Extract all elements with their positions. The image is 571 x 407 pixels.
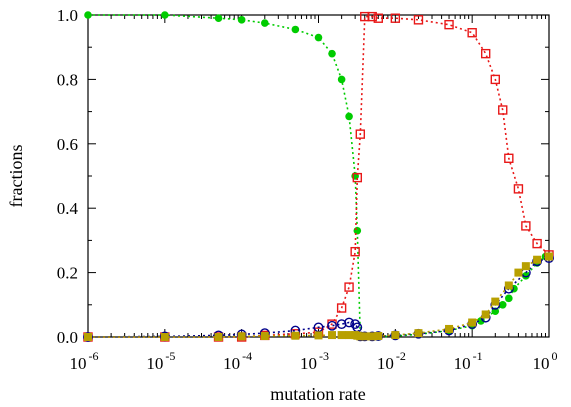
series-3-line [87, 257, 550, 338]
data-point [260, 19, 269, 27]
data-point [504, 281, 513, 290]
data-point [291, 25, 300, 34]
data-point [353, 226, 362, 235]
data-point [328, 331, 337, 340]
data-point [533, 255, 542, 264]
data-point [498, 105, 508, 115]
y-tick-label: 0.0 [57, 328, 78, 347]
x-tick-label: 10 -1 [454, 349, 483, 373]
data-point [237, 16, 246, 24]
data-point [291, 331, 300, 340]
data-point [345, 112, 353, 121]
series-3 [83, 253, 554, 342]
data-point [513, 184, 524, 194]
series-1-line [88, 14, 546, 338]
x-tick-label: 10 -3 [300, 349, 329, 373]
data-point [314, 331, 323, 340]
data-point [545, 252, 553, 261]
data-point [498, 301, 507, 309]
series-4-line [88, 255, 550, 338]
data-point [360, 332, 369, 341]
data-point [391, 331, 400, 340]
data-point [350, 246, 360, 257]
data-point [344, 317, 354, 328]
data-point [481, 310, 490, 319]
y-tick-label: 1.0 [57, 6, 78, 25]
data-point [214, 14, 223, 23]
data-point [504, 153, 514, 163]
data-point [327, 320, 337, 331]
data-point [521, 221, 531, 231]
data-point [444, 19, 454, 30]
plot-frame [87, 14, 550, 338]
data-point [514, 268, 523, 277]
data-point [355, 129, 366, 139]
series-1 [84, 11, 550, 341]
data-point [390, 13, 401, 23]
x-axis-ticks: 10 -6 10 -5 10 -4 10 -3 10 -2 10 -1 10 0 [70, 15, 558, 373]
series-2-line [88, 15, 550, 338]
series-layer [83, 11, 554, 342]
data-point [337, 331, 346, 340]
series-4 [84, 252, 553, 341]
y-axis-label: fractions [6, 145, 26, 208]
x-tick-label: 10 -4 [223, 349, 252, 373]
y-tick-label: 0.4 [57, 199, 79, 218]
data-point [337, 75, 346, 84]
data-point [160, 333, 169, 341]
y-tick-label: 0.8 [57, 70, 78, 89]
data-point [490, 74, 500, 85]
x-tick-label: 10 0 [533, 349, 558, 373]
data-point [373, 13, 383, 23]
data-point [161, 11, 169, 19]
data-point [260, 332, 269, 341]
data-point [352, 172, 363, 183]
x-tick-label: 10 -2 [377, 349, 406, 373]
data-point [84, 11, 92, 19]
y-axis-ticks: 0.0 0.2 0.4 0.6 0.8 1.0 [57, 6, 549, 347]
data-point [467, 28, 477, 38]
data-point [468, 318, 477, 327]
data-point [480, 48, 491, 59]
data-point [445, 324, 454, 333]
data-point [314, 33, 323, 42]
x-tick-label: 10 -6 [70, 349, 99, 373]
data-point [505, 294, 513, 303]
data-point [237, 332, 246, 341]
data-point [345, 331, 354, 340]
data-point [214, 333, 223, 341]
plot-area [87, 14, 550, 338]
data-point [83, 332, 93, 342]
data-point [522, 272, 530, 280]
data-point [367, 11, 377, 22]
y-tick-label: 0.6 [57, 135, 78, 154]
data-point [414, 329, 423, 338]
data-point [84, 333, 92, 341]
x-tick-label: 10 -5 [146, 349, 175, 373]
data-point [491, 297, 500, 306]
series-2 [83, 11, 554, 342]
data-point [336, 319, 347, 330]
data-point [368, 332, 377, 341]
data-point [521, 262, 530, 271]
x-axis-label: mutation rate [270, 384, 365, 404]
data-point [356, 332, 365, 341]
data-point [344, 282, 354, 292]
data-point [532, 238, 542, 249]
data-point [413, 15, 424, 25]
data-point [328, 49, 336, 58]
data-point [374, 332, 383, 341]
data-point [336, 303, 347, 313]
data-point [491, 307, 500, 316]
y-tick-label: 0.2 [57, 264, 78, 283]
